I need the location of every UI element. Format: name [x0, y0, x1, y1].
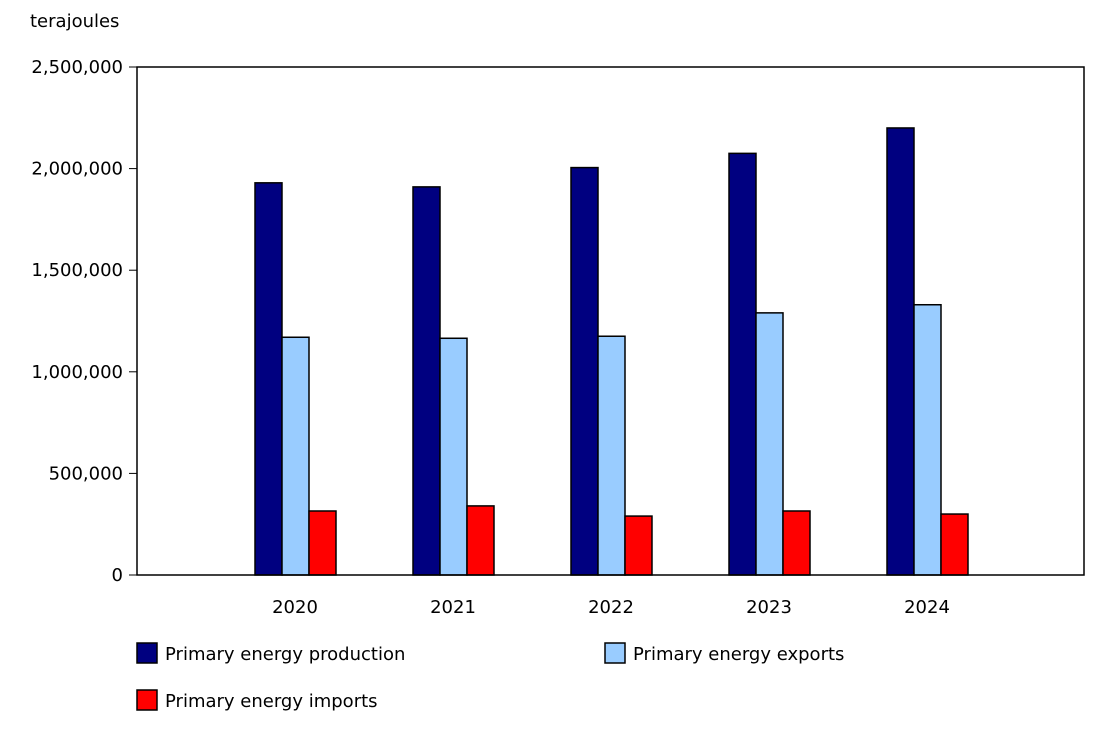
bar-primary-energy-production-2023: [728, 152, 757, 576]
bar-primary-energy-imports-2024: [940, 513, 969, 576]
bar-primary-energy-production-2024: [886, 127, 915, 576]
bar-primary-energy-imports-2020: [308, 510, 337, 576]
y-tick-label: 2,000,000: [31, 159, 123, 180]
bar-primary-energy-exports-2024: [913, 303, 942, 576]
bar-primary-energy-exports-2022: [597, 335, 626, 576]
bar-primary-energy-imports-2023: [782, 510, 811, 576]
bar-primary-energy-production-2021: [412, 186, 441, 576]
legend-swatch: [136, 689, 158, 711]
y-tick-label: 2,500,000: [31, 57, 123, 78]
bar-primary-energy-imports-2022: [624, 515, 653, 576]
x-tick-label: 2022: [588, 597, 634, 618]
legend-swatch: [136, 642, 158, 664]
bar-primary-energy-exports-2021: [439, 337, 468, 576]
y-tick-label: 1,000,000: [31, 362, 123, 383]
bar-primary-energy-production-2020: [254, 182, 283, 576]
x-tick-label: 2020: [272, 597, 318, 618]
x-tick-label: 2021: [430, 597, 476, 618]
legend-label: Primary energy production: [165, 644, 405, 665]
x-tick-label: 2023: [746, 597, 792, 618]
y-tick-label: 1,500,000: [31, 260, 123, 281]
y-tick-label: 500,000: [49, 463, 123, 484]
legend-swatch: [604, 642, 626, 664]
plot-frame: [136, 66, 1085, 576]
legend-label: Primary energy imports: [165, 691, 378, 712]
legend-label: Primary energy exports: [633, 644, 844, 665]
bar-primary-energy-imports-2021: [466, 505, 495, 576]
bar-primary-energy-production-2022: [570, 166, 599, 576]
y-tick-label: 0: [112, 565, 123, 586]
bar-primary-energy-exports-2020: [281, 336, 310, 576]
bar-primary-energy-exports-2023: [755, 312, 784, 576]
y-axis-label: terajoules: [30, 11, 119, 32]
x-tick-label: 2024: [904, 597, 950, 618]
